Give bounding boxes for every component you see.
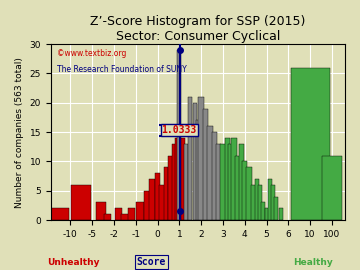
Bar [203, 109, 208, 220]
Bar [50, 208, 69, 220]
Bar [220, 144, 226, 220]
Bar [268, 179, 272, 220]
Bar [228, 144, 233, 220]
Text: Healthy: Healthy [293, 258, 333, 267]
Bar [255, 179, 259, 220]
Text: Score: Score [136, 257, 166, 267]
Text: ©www.textbiz.org: ©www.textbiz.org [57, 49, 126, 58]
Bar [258, 185, 262, 220]
Bar [181, 138, 185, 220]
Bar [114, 208, 122, 220]
Bar [193, 103, 197, 220]
Bar [239, 144, 244, 220]
Text: Unhealthy: Unhealthy [47, 258, 99, 267]
Bar [212, 132, 217, 220]
Bar [235, 156, 241, 220]
Bar [177, 50, 181, 220]
Bar [155, 173, 160, 220]
Bar [196, 120, 200, 220]
Bar [274, 197, 278, 220]
Bar [246, 167, 252, 220]
Bar [265, 208, 269, 220]
Bar [72, 185, 91, 220]
Bar [231, 138, 237, 220]
Bar [104, 214, 111, 220]
Text: The Research Foundation of SUNY: The Research Foundation of SUNY [57, 65, 186, 74]
Bar [168, 156, 173, 220]
Bar [184, 144, 188, 220]
Title: Z’-Score Histogram for SSP (2015)
Sector: Consumer Cyclical: Z’-Score Histogram for SSP (2015) Sector… [90, 15, 306, 43]
Bar [121, 214, 129, 220]
Bar [96, 202, 106, 220]
Bar [322, 156, 342, 220]
Bar [172, 144, 176, 220]
Bar [159, 185, 165, 220]
Bar [279, 208, 283, 220]
Bar [207, 126, 213, 220]
Bar [291, 68, 330, 220]
Bar [271, 185, 275, 220]
Text: 1.0333: 1.0333 [162, 125, 197, 135]
Bar [149, 179, 155, 220]
Bar [225, 138, 230, 220]
Bar [144, 191, 152, 220]
Y-axis label: Number of companies (563 total): Number of companies (563 total) [15, 57, 24, 208]
Bar [251, 185, 256, 220]
Bar [216, 144, 221, 220]
Bar [127, 208, 135, 220]
Bar [188, 97, 192, 220]
Bar [136, 202, 144, 220]
Bar [242, 161, 247, 220]
Bar [261, 202, 265, 220]
Bar [164, 167, 168, 220]
Bar [175, 138, 179, 220]
Bar [198, 97, 204, 220]
